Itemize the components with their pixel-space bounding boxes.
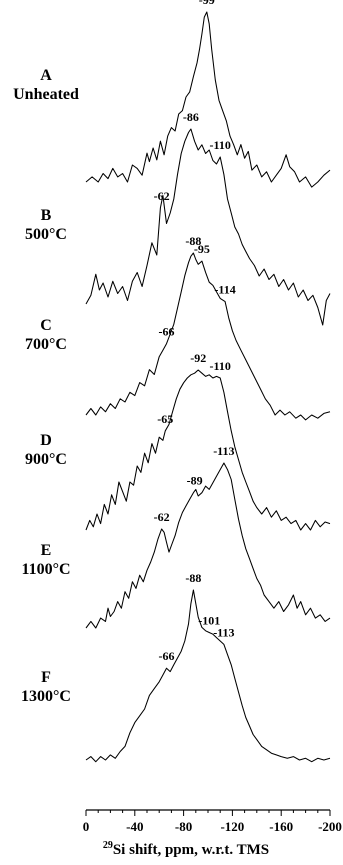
spectrum-b-condition: 500°C bbox=[25, 226, 67, 243]
spectrum-d-letter: D bbox=[40, 432, 52, 449]
spectrum-b-peak--62: -62 bbox=[154, 189, 170, 203]
spectrum-c-condition: 700°C bbox=[25, 336, 67, 353]
spectrum-c-peak--114: -114 bbox=[214, 283, 235, 297]
spectra-panels: A Unheated -99 B 500°C -62 -86 -110 C 700°C -66 -88… bbox=[13, 0, 331, 763]
spectrum-d-peak--92: -92 bbox=[190, 351, 206, 365]
spectrum-a-condition: Unheated bbox=[13, 86, 79, 103]
spectrum-e-condition: 1100°C bbox=[21, 561, 70, 578]
spectrum-e-peak--89: -89 bbox=[187, 474, 203, 488]
spectrum-e-peak--113: -113 bbox=[213, 444, 234, 458]
x-axis-label: 29Si shift, ppm, w.r.t. TMS bbox=[103, 840, 269, 858]
x-tick-label--120: -120 bbox=[220, 819, 244, 834]
spectrum-a-trace bbox=[85, 11, 331, 188]
spectrum-a-peak--99: -99 bbox=[199, 0, 215, 7]
spectrum-f: F 1300°C -66 -88 -101-113 bbox=[21, 571, 331, 763]
spectrum-f-peak--113: -113 bbox=[213, 625, 234, 639]
spectrum-e: E 1100°C -62 -89 -113 bbox=[21, 444, 331, 629]
spectrum-b-trace bbox=[85, 128, 331, 326]
x-axis: 0 -40 -80 -120 -160 -200 bbox=[83, 809, 342, 834]
spectrum-d-peak--110: -110 bbox=[210, 359, 231, 373]
spectrum-e-letter: E bbox=[41, 542, 52, 559]
spectrum-e-trace bbox=[85, 462, 331, 629]
spectrum-c-peak--88: -88 bbox=[185, 234, 201, 248]
x-tick-label--40: -40 bbox=[126, 819, 143, 834]
x-tick-label--160: -160 bbox=[269, 819, 293, 834]
spectrum-d-peak--65: -65 bbox=[157, 412, 173, 426]
spectrum-b: B 500°C -62 -86 -110 bbox=[25, 110, 331, 326]
spectrum-f-letter: F bbox=[41, 669, 51, 686]
x-tick-label--80: -80 bbox=[175, 819, 192, 834]
spectrum-e-peak--62: -62 bbox=[154, 510, 170, 524]
spectrum-f-peak--66: -66 bbox=[159, 649, 175, 663]
spectrum-f-condition: 1300°C bbox=[21, 688, 71, 705]
spectrum-d: D 900°C -65 -92 -110 bbox=[25, 351, 331, 531]
spectrum-b-peak--86: -86 bbox=[183, 110, 199, 124]
x-axis-label-text: Si shift, ppm, w.r.t. TMS bbox=[113, 842, 269, 858]
spectrum-a-letter: A bbox=[40, 67, 52, 84]
x-tick-label-0: 0 bbox=[83, 819, 90, 834]
spectrum-f-peak--101: -101 bbox=[198, 614, 220, 628]
spectrum-c: C 700°C -66 -88-95 -114 bbox=[25, 234, 331, 421]
spectrum-d-condition: 900°C bbox=[25, 451, 67, 468]
spectrum-c-peak--66: -66 bbox=[159, 325, 175, 339]
spectrum-a: A Unheated -99 bbox=[13, 0, 331, 188]
spectrum-c-peak--95: -95 bbox=[194, 242, 210, 256]
spectrum-c-letter: C bbox=[40, 317, 52, 334]
spectrum-c-trace bbox=[85, 252, 331, 421]
x-tick-label--200: -200 bbox=[318, 819, 342, 834]
x-axis-label-superscript: 29 bbox=[103, 840, 113, 851]
spectrum-d-trace bbox=[85, 369, 331, 531]
spectrum-b-peak--110: -110 bbox=[210, 138, 231, 152]
spectrum-f-trace bbox=[85, 589, 331, 763]
spectrum-b-letter: B bbox=[41, 207, 52, 224]
spectrum-f-peak--88: -88 bbox=[185, 571, 201, 585]
